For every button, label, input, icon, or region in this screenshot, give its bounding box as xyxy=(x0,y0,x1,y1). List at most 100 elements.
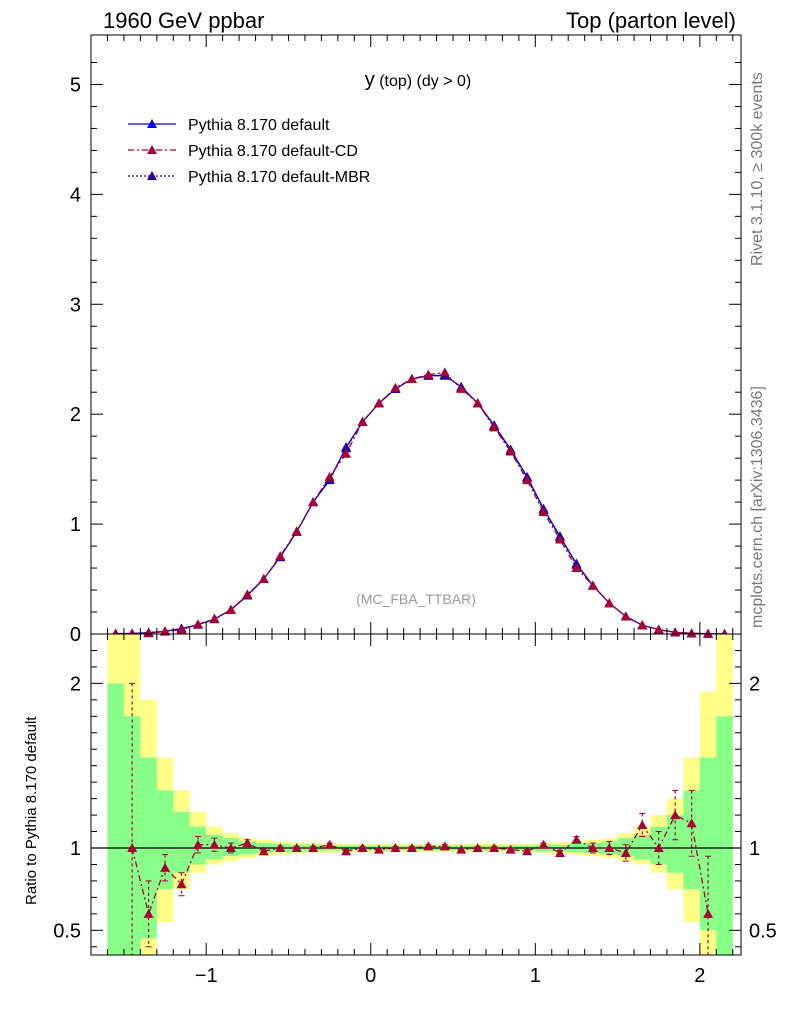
ratio-axes-layer: 0.5 0.5 1 1 2 2 −1 0 1 2 xyxy=(53,634,777,987)
data-point-marker xyxy=(209,613,220,623)
data-point-marker xyxy=(637,620,648,630)
ratio-point-marker xyxy=(472,843,483,852)
legend-label: Pythia 8.170 default-MBR xyxy=(188,169,370,186)
ratio-point-marker xyxy=(587,843,598,852)
ratio-point-marker xyxy=(522,846,533,856)
data-point-marker xyxy=(423,369,434,379)
ratio-point-marker xyxy=(390,843,401,852)
data-point-marker xyxy=(242,589,253,599)
data-point-marker xyxy=(143,628,154,638)
data-point-marker xyxy=(390,382,401,392)
legend-label: Pythia 8.170 default xyxy=(188,117,330,134)
data-point-marker xyxy=(538,507,549,517)
ratio-point-marker xyxy=(160,862,171,872)
data-point-marker xyxy=(192,619,203,629)
ratio-bands-layer xyxy=(91,634,741,955)
ratio-frame xyxy=(90,633,742,956)
upper-series-layer xyxy=(110,367,730,638)
uncertainty-band-green xyxy=(156,790,174,890)
ratio-point-marker xyxy=(176,879,187,889)
data-point-marker xyxy=(489,422,500,432)
ratio-point-marker xyxy=(406,843,417,852)
ratio-point-marker xyxy=(275,843,286,852)
ratio-point-marker xyxy=(456,844,467,854)
ratio-point-marker xyxy=(258,846,269,856)
ratio-point-marker xyxy=(439,841,450,851)
data-point-marker xyxy=(472,398,483,408)
data-point-marker xyxy=(258,574,269,584)
ratio-point-marker xyxy=(703,908,714,918)
ratio-point-marker xyxy=(357,843,368,852)
upper-y-tick-label: 5 xyxy=(70,74,81,96)
ratio-y-tick-label: 0.5 xyxy=(53,920,81,942)
ratio-point-marker xyxy=(670,810,681,820)
data-point-marker xyxy=(308,497,319,507)
ratio-point-marker xyxy=(489,843,500,852)
legend-marker xyxy=(147,119,157,128)
data-point-marker xyxy=(373,398,384,408)
plot-title-sub: (top) (dy > 0) xyxy=(375,73,471,90)
ratio-y-tick-label-right: 0.5 xyxy=(749,920,777,942)
data-point-marker xyxy=(357,416,368,426)
plot-title: y (top) (dy > 0) xyxy=(365,69,471,91)
ratio-y-tick-label: 1 xyxy=(70,838,81,860)
upper-y-tick-label: 1 xyxy=(70,514,81,536)
data-point-marker xyxy=(522,475,533,485)
legend-marker xyxy=(147,145,157,154)
data-point-marker xyxy=(653,624,664,634)
data-point-marker xyxy=(275,550,286,560)
data-point-marker xyxy=(456,383,467,393)
upper-y-tick-label: 3 xyxy=(70,294,81,316)
uncertainty-band-green xyxy=(716,716,733,955)
data-point-marker xyxy=(341,448,352,458)
ratio-point-marker xyxy=(571,834,582,844)
ratio-point-marker xyxy=(538,839,549,849)
ratio-point-marker xyxy=(341,846,352,856)
header-left: 1960 GeV ppbar xyxy=(103,8,264,33)
data-point-marker xyxy=(291,526,302,536)
data-point-marker xyxy=(324,471,335,481)
mcplots-label: mcplots.cern.ch [arXiv:1306.3436] xyxy=(749,386,766,628)
header-right: Top (parton level) xyxy=(566,8,736,33)
uncertainty-band-green xyxy=(699,757,717,931)
data-point-marker xyxy=(571,563,582,573)
ratio-point-marker xyxy=(242,838,253,848)
ratio-point-marker xyxy=(127,843,138,852)
data-point-marker xyxy=(587,580,598,590)
ratio-point-marker xyxy=(225,843,236,852)
ratio-point-marker xyxy=(653,843,664,852)
ratio-point-marker xyxy=(554,847,565,857)
ratio-point-marker xyxy=(505,844,516,854)
ratio-point-marker xyxy=(686,818,697,828)
analysis-watermark: (MC_FBA_TTBAR) xyxy=(356,591,476,607)
uncertainty-band-green xyxy=(634,834,651,860)
ratio-point-marker xyxy=(423,841,434,851)
uncertainty-band-green xyxy=(173,811,190,873)
x-tick-label: 2 xyxy=(694,965,705,987)
upper-y-tick-label: 4 xyxy=(70,184,81,206)
ratio-y-tick-label: 2 xyxy=(70,673,81,695)
x-tick-label: 0 xyxy=(365,965,376,987)
ratio-point-marker xyxy=(291,843,302,852)
ratio-point-marker xyxy=(143,908,154,918)
ratio-point-marker xyxy=(620,847,631,857)
legend: Pythia 8.170 default Pythia 8.170 default… xyxy=(128,117,370,186)
upper-axes-layer: 0 1 2 3 4 5 xyxy=(70,35,741,646)
rivet-label: Rivet 3.1.10, ≥ 300k events xyxy=(749,72,766,266)
data-point-marker xyxy=(439,367,450,377)
ratio-point-marker xyxy=(192,839,203,849)
ratio-series-layer xyxy=(127,682,714,956)
ratio-point-marker xyxy=(324,839,335,849)
ratio-panel: 0.5 0.5 1 1 2 2 −1 0 1 2 xyxy=(53,633,777,987)
ratio-y-tick-label-right: 1 xyxy=(749,838,760,860)
data-point-marker xyxy=(686,628,697,638)
data-point-marker xyxy=(703,628,714,638)
plot-title-main: y xyxy=(365,69,375,91)
uncertainty-band-green xyxy=(107,683,124,955)
x-tick-label: 1 xyxy=(530,965,541,987)
ratio-y-tick-label-right: 2 xyxy=(749,673,760,695)
ratio-point-marker xyxy=(308,843,319,852)
data-point-marker xyxy=(505,446,516,456)
upper-y-tick-label: 2 xyxy=(70,404,81,426)
